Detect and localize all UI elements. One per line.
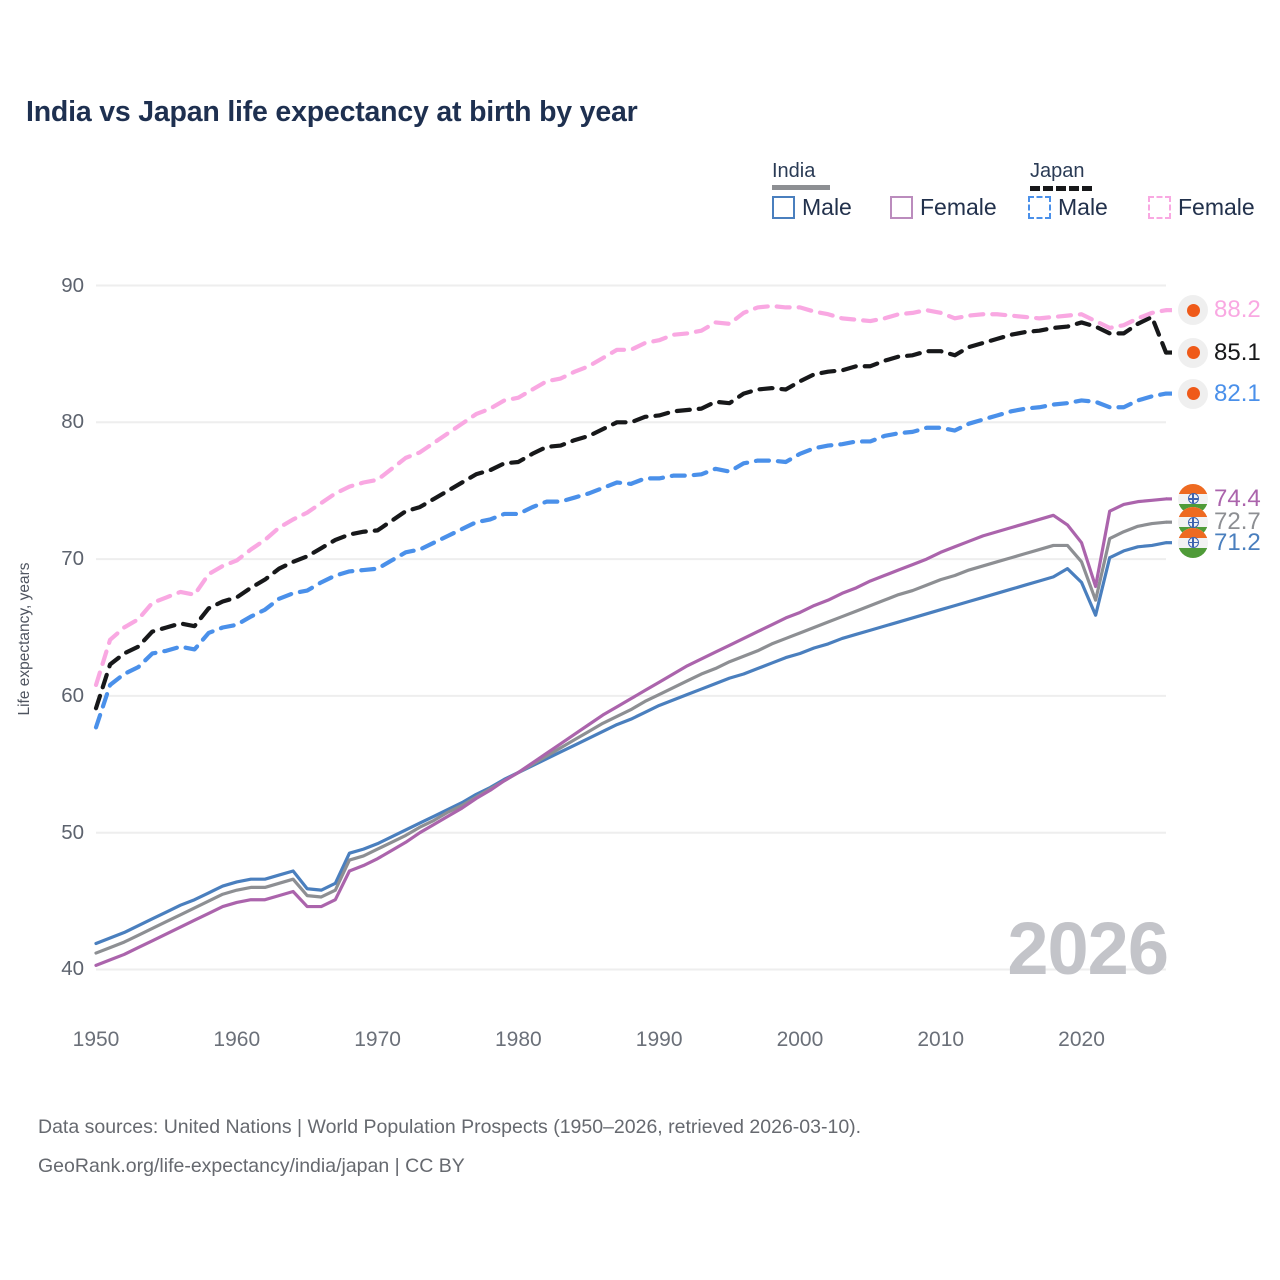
india-flag-icon (1178, 527, 1208, 558)
flag-band (1178, 483, 1208, 494)
footer-line-sources: Data sources: United Nations | World Pop… (38, 1116, 862, 1138)
end-label: 82.1 (1178, 378, 1261, 409)
legend-item-india-female[interactable]: Female (890, 194, 997, 221)
legend-group-japan-label: Japan (1030, 160, 1085, 182)
series-line-japan-male (93, 391, 1169, 730)
flag-disc (1186, 303, 1200, 317)
x-tick-label: 1980 (495, 1028, 542, 1051)
year-watermark: 2026 (1007, 907, 1169, 990)
japan-flag-icon (1178, 295, 1208, 326)
flag-band (1178, 547, 1208, 558)
japan-flag-icon (1178, 337, 1208, 368)
y-tick-label: 80 (61, 410, 84, 434)
y-tick-label: 40 (61, 957, 84, 981)
page-title: India vs Japan life expectancy at birth … (26, 96, 638, 128)
y-tick-label: 60 (61, 683, 84, 707)
legend-swatch-icon (890, 196, 913, 219)
flag-disc (1186, 346, 1200, 360)
x-tick-label: 2000 (776, 1028, 824, 1051)
x-tick-label: 1950 (72, 1028, 120, 1051)
x-tick-label: 2020 (1058, 1028, 1105, 1051)
footer-line-attribution: GeoRank.org/life-expectancy/india/japan … (38, 1155, 465, 1177)
legend-group-india-label: India (772, 160, 816, 182)
end-label-value: 88.2 (1214, 296, 1261, 324)
legend-item-label: Female (920, 194, 997, 220)
legend-swatch-icon (772, 196, 795, 219)
legend-swatch-icon (1148, 196, 1171, 219)
end-label-value: 82.1 (1214, 379, 1261, 407)
end-label-value: 72.7 (1214, 508, 1261, 536)
y-tick-label: 90 (61, 273, 84, 297)
series-line-japan-both (93, 314, 1169, 711)
flag-band (1178, 527, 1208, 538)
legend-item-label: Male (802, 194, 852, 220)
series-line-india-both (94, 520, 1168, 955)
end-label: 85.1 (1178, 337, 1261, 368)
x-tick-label: 2010 (917, 1028, 965, 1051)
legend: India Japan Male Female Male Female (760, 160, 1260, 240)
footer: Data sources: United Nations | World Pop… (38, 1108, 861, 1186)
legend-item-japan-male[interactable]: Male (1028, 194, 1108, 221)
legend-item-label: Female (1178, 194, 1255, 220)
legend-swatch-icon (1028, 196, 1051, 219)
end-label-value: 71.2 (1214, 528, 1261, 556)
y-tick-label: 50 (61, 820, 84, 844)
legend-item-japan-female[interactable]: Female (1148, 194, 1255, 221)
legend-group-india: India (772, 160, 830, 190)
end-label-value: 74.4 (1214, 484, 1261, 512)
y-tick-label: 70 (61, 547, 84, 571)
flag-disc (1186, 387, 1200, 401)
end-label: 88.2 (1178, 295, 1261, 326)
x-tick-label: 1970 (354, 1028, 401, 1051)
legend-item-label: Male (1058, 194, 1108, 220)
series-line-japan-female (93, 303, 1169, 688)
legend-item-india-male[interactable]: Male (772, 194, 852, 221)
series-line-india-female (94, 497, 1168, 967)
end-label: 71.2 (1178, 527, 1261, 558)
chakra-icon (1187, 516, 1199, 528)
flag-band (1178, 507, 1208, 518)
x-tick-label: 1990 (635, 1028, 683, 1051)
legend-group-japan-rule (1030, 186, 1092, 191)
x-tick-label: 1960 (213, 1028, 261, 1051)
legend-group-india-rule (772, 185, 830, 190)
chakra-icon (1187, 537, 1199, 549)
series-line-india-male (94, 541, 1168, 946)
chakra-icon (1187, 493, 1199, 505)
end-label-value: 85.1 (1214, 338, 1261, 366)
japan-flag-icon (1178, 378, 1208, 409)
legend-group-japan: Japan (1030, 160, 1092, 191)
